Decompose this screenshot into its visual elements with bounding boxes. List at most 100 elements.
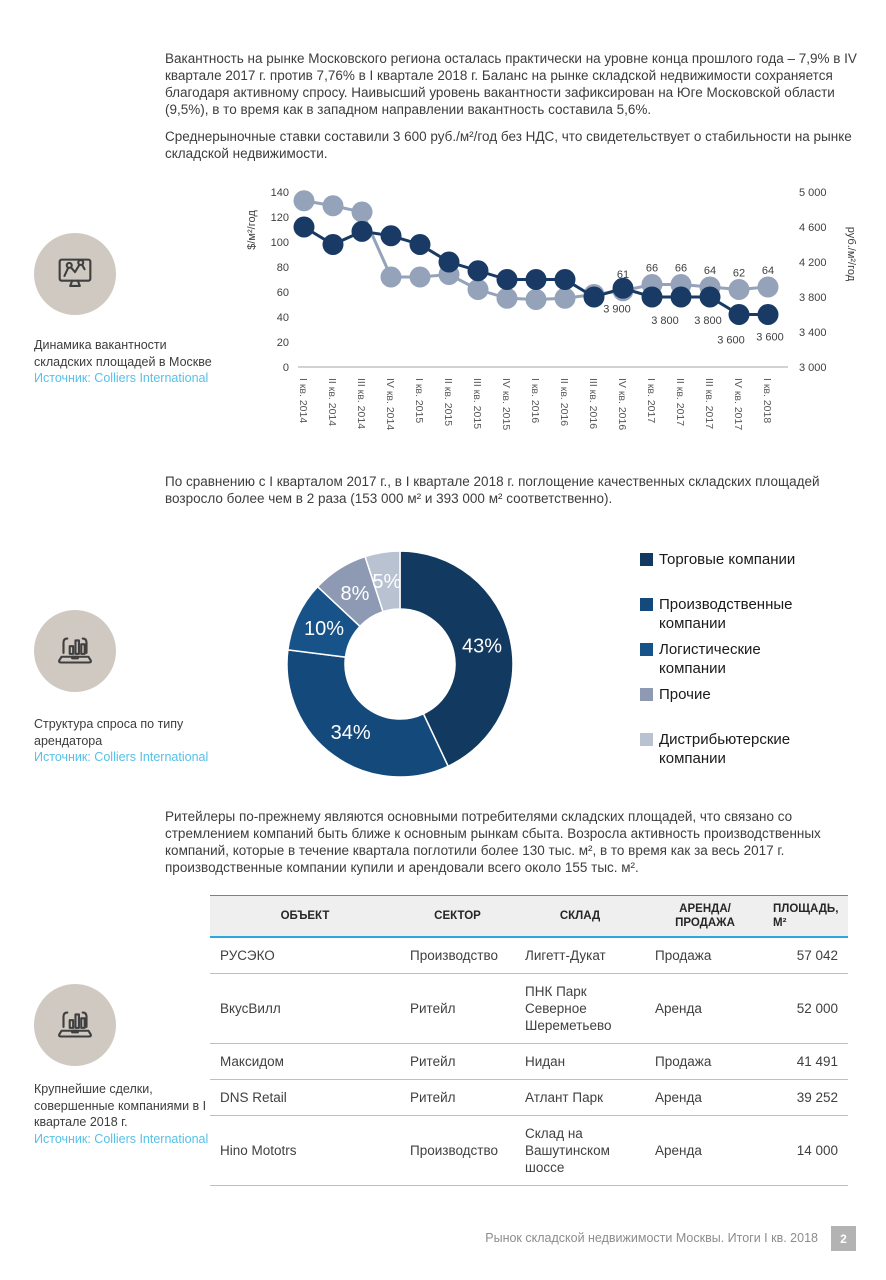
svg-text:66: 66: [675, 263, 687, 275]
legend-label: Логистические компании: [659, 641, 761, 677]
table-cell: 52 000: [765, 973, 848, 1044]
data-point: [670, 286, 692, 308]
svg-text:$/м²/год: $/м²/год: [246, 210, 258, 250]
svg-text:III кв. 2016: III кв. 2016: [587, 378, 599, 429]
svg-text:20: 20: [277, 337, 289, 349]
data-point: [351, 201, 373, 223]
data-point: [554, 269, 576, 290]
data-point: [380, 266, 402, 288]
table-cell: Производство: [400, 937, 515, 974]
table-column-header: ПЛОЩАДЬ, М²: [765, 895, 848, 938]
svg-text:5%: 5%: [372, 571, 401, 593]
legend-label: Прочие: [659, 686, 711, 703]
data-point: [409, 266, 431, 288]
svg-text:II кв. 2016: II кв. 2016: [558, 378, 570, 426]
chart-caption: Структура спроса по типу арендатора: [34, 717, 184, 748]
svg-text:3 800: 3 800: [651, 315, 679, 327]
svg-text:40: 40: [277, 312, 289, 324]
retailers-paragraph: Ритейлеры по-прежнему являются основными…: [165, 808, 821, 875]
chart-source: Источник: Colliers International: [34, 750, 209, 764]
table-row: РУСЭКО Производство Лигетт-Дукат Продажа 57 …: [210, 937, 848, 974]
rates-line-chart: 0 20 40 60 80 100 120 140 3 000 3 400 3 800 4 200 4 …: [245, 182, 860, 437]
data-point: [728, 279, 750, 300]
data-point: [351, 220, 373, 242]
legend-swatch: [640, 553, 653, 566]
footer-report-title: Рынок складской недвижимости Москвы. Ито…: [485, 1231, 818, 1245]
svg-text:43%: 43%: [462, 636, 502, 658]
svg-text:140: 140: [271, 187, 289, 199]
legend-item: Прочие: [640, 685, 819, 704]
table-cell: Атлант Парк: [515, 1079, 645, 1116]
data-point: [757, 304, 779, 325]
svg-text:60: 60: [277, 287, 289, 299]
table-cell: Нидан: [515, 1043, 645, 1080]
svg-text:64: 64: [704, 265, 716, 277]
sidebar-icon-circle-3: [34, 984, 116, 1066]
svg-text:4 200: 4 200: [799, 257, 827, 269]
table-column-header: ОБЪЕКТ: [210, 895, 400, 938]
svg-text:руб./м²/год: руб./м²/год: [845, 227, 857, 282]
svg-text:I кв. 2018: I кв. 2018: [761, 378, 773, 423]
table-cell: Производство: [400, 1115, 515, 1186]
chart-caption-block-1: Динамика вакантности складских площадей …: [34, 337, 214, 387]
table-cell: Ритейл: [400, 973, 515, 1044]
svg-text:IV кв. 2015: IV кв. 2015: [500, 378, 512, 430]
svg-text:66: 66: [646, 263, 658, 275]
svg-text:3 600: 3 600: [756, 332, 784, 344]
svg-text:3 900: 3 900: [603, 303, 631, 315]
legend-item: Дистрибьютерские компании: [640, 730, 819, 768]
svg-text:3 400: 3 400: [799, 327, 827, 339]
data-point: [467, 260, 489, 282]
data-point: [496, 287, 518, 309]
svg-text:I кв. 2016: I кв. 2016: [529, 378, 541, 423]
table-cell: Ритейл: [400, 1043, 515, 1080]
svg-text:34%: 34%: [331, 722, 371, 744]
table-cell: Максидом: [210, 1043, 400, 1080]
table-cell: 39 252: [765, 1079, 848, 1116]
sidebar-icon-circle-2: [34, 610, 116, 692]
table-column-header: СКЛАД: [515, 895, 645, 938]
svg-text:IV кв. 2017: IV кв. 2017: [732, 378, 744, 430]
svg-text:120: 120: [271, 212, 289, 224]
table-cell: 41 491: [765, 1043, 848, 1080]
svg-text:0: 0: [283, 362, 289, 374]
svg-text:III кв. 2017: III кв. 2017: [703, 378, 715, 429]
svg-text:62: 62: [733, 268, 745, 280]
table-cell: Аренда: [645, 1115, 765, 1186]
legend-label: Торговые компании: [659, 551, 796, 568]
table-cell: Продажа: [645, 937, 765, 974]
data-point: [467, 279, 489, 300]
table-cell: Hino Mototrs: [210, 1115, 400, 1186]
table-cell: 14 000: [765, 1115, 848, 1186]
intro-paragraph-2: Среднерыночные ставки составили 3 600 ру…: [165, 128, 852, 161]
svg-text:III кв. 2014: III кв. 2014: [355, 378, 367, 429]
data-point: [322, 195, 344, 217]
table-cell: Ритейл: [400, 1079, 515, 1116]
donut-slice: [364, 550, 401, 613]
data-point: [699, 286, 721, 308]
chart-source: Источник: Colliers International: [34, 371, 209, 385]
intro-paragraph-1: Вакантность на рынке Московского региона…: [165, 50, 857, 117]
chart-caption-block-2: Структура спроса по типу арендатора Исто…: [34, 716, 214, 766]
svg-text:3 000: 3 000: [799, 362, 827, 374]
chart-caption: Динамика вакантности складских площадей …: [34, 338, 212, 369]
data-point: [438, 251, 460, 273]
table-row: Максидом Ритейл Нидан Продажа 41 491: [210, 1043, 848, 1080]
page-number-badge: 2: [831, 1226, 856, 1251]
table-caption: Крупнейшие сделки, совершенные компаниям…: [34, 1082, 207, 1129]
svg-text:3 600: 3 600: [717, 335, 745, 347]
legend-item: Логистические компании: [640, 640, 819, 678]
svg-text:80: 80: [277, 262, 289, 274]
svg-text:10%: 10%: [304, 618, 344, 640]
table-cell: Склад на Вашутинском шоссе: [515, 1115, 645, 1186]
data-point: [525, 289, 547, 310]
svg-text:61: 61: [617, 269, 629, 281]
legend-label: Дистрибьютерские компании: [659, 731, 791, 767]
table-column-header: АРЕНДА/ ПРОДАЖА: [645, 895, 765, 938]
table-cell: Продажа: [645, 1043, 765, 1080]
table-cell: Аренда: [645, 973, 765, 1044]
legend-swatch: [640, 688, 653, 701]
legend-label: Производственные компании: [659, 596, 793, 632]
table-cell: DNS Retail: [210, 1079, 400, 1116]
svg-text:I кв. 2014: I кв. 2014: [297, 378, 309, 423]
